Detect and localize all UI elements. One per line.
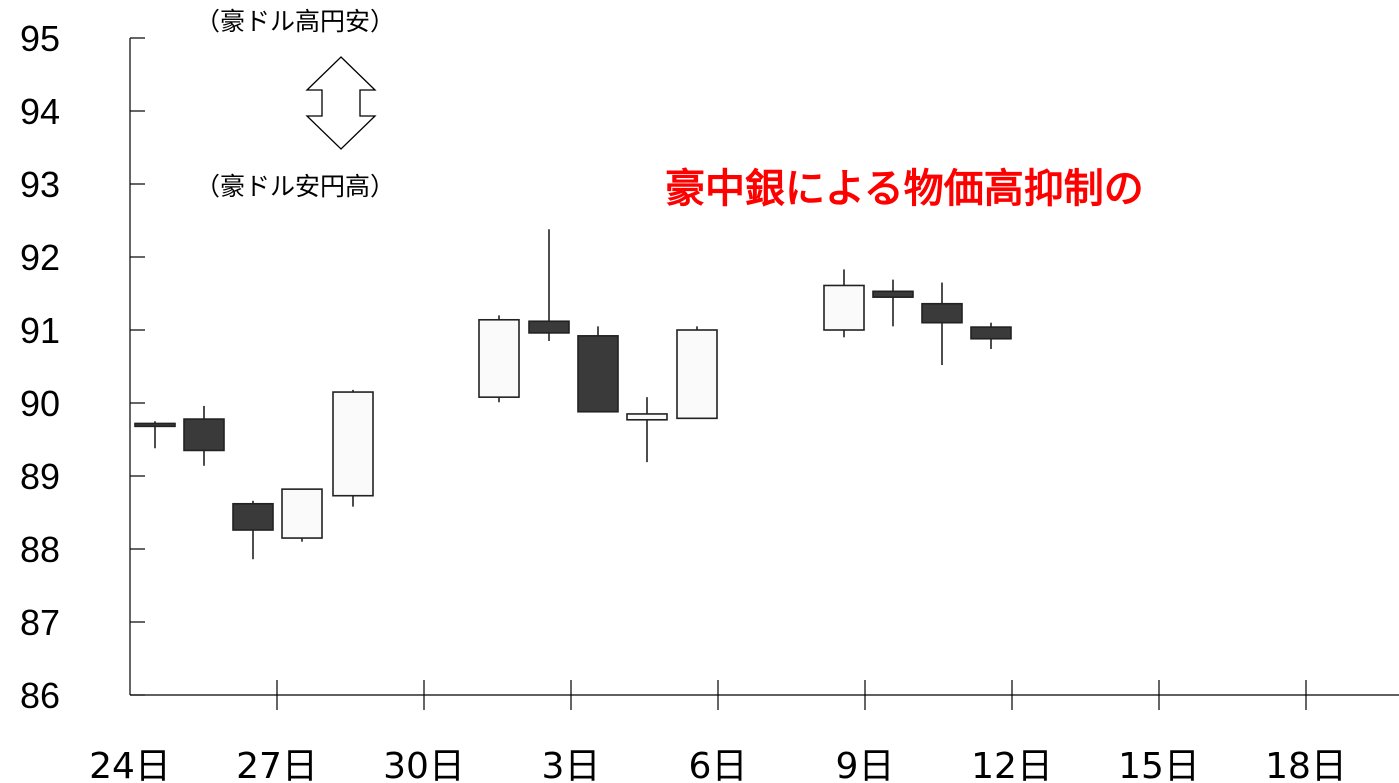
- candles: [134, 229, 1012, 560]
- candle: [332, 389, 374, 507]
- x-tick-label: 3日: [542, 746, 601, 783]
- candle-body-up: [626, 413, 668, 421]
- y-tick-label: 90: [20, 383, 60, 424]
- note-down-label: （豪ドル安円高）: [195, 172, 395, 201]
- y-tick-label: 91: [20, 310, 60, 351]
- y-ticks: 95 94 93 92 91 90 89 88 87 86: [20, 18, 145, 716]
- candle-body-down: [872, 290, 914, 298]
- candle-body-down: [232, 502, 274, 531]
- x-tick-label: 18日: [1265, 746, 1347, 783]
- candle-body-up: [478, 318, 520, 398]
- candle: [281, 488, 323, 542]
- candle-body-up: [281, 488, 323, 539]
- candle-body-down: [921, 302, 963, 324]
- y-tick-label: 93: [20, 164, 60, 205]
- candle: [232, 500, 274, 560]
- y-tick-label: 86: [20, 675, 60, 716]
- candle: [626, 397, 668, 463]
- candle-body-down: [134, 422, 176, 428]
- candle: [183, 405, 225, 466]
- note-up-label: （豪ドル高円安）: [195, 7, 395, 36]
- x-tick-label: 15日: [1118, 746, 1200, 783]
- y-tick-label: 95: [20, 18, 60, 59]
- candle: [676, 326, 718, 420]
- candle-body-down: [183, 418, 225, 452]
- x-tick-label: 12日: [971, 746, 1053, 783]
- candle: [478, 315, 520, 403]
- x-tick-label: 30日: [383, 746, 465, 783]
- y-tick-label: 92: [20, 237, 60, 278]
- candle: [823, 269, 865, 338]
- candle: [872, 279, 914, 327]
- candle-body-up: [332, 391, 374, 497]
- double-arrow-icon: [305, 56, 377, 150]
- x-tick-label: 24日: [89, 746, 171, 783]
- y-tick-label: 89: [20, 456, 60, 497]
- candle: [577, 326, 619, 413]
- headline: 豪中銀による物価高抑制の: [665, 166, 1144, 212]
- candle-body-down: [970, 326, 1012, 340]
- x-tick-label: 27日: [236, 746, 318, 783]
- x-tick-label: 9日: [836, 746, 895, 783]
- y-tick-label: 94: [20, 91, 60, 132]
- candle: [528, 229, 570, 341]
- y-tick-label: 88: [20, 529, 60, 570]
- axes: [129, 38, 1399, 696]
- candle-body-up: [676, 329, 718, 420]
- candle-body-down: [528, 320, 570, 334]
- candle: [134, 421, 176, 449]
- candle-body-down: [577, 335, 619, 413]
- x-tick-label: 6日: [689, 746, 748, 783]
- candle: [970, 322, 1012, 349]
- x-ticks: 24日 27日 30日 3日 6日 9日 12日 15日 18日: [89, 680, 1347, 783]
- candle: [921, 282, 963, 366]
- candle-body-up: [823, 284, 865, 331]
- y-tick-label: 87: [20, 602, 60, 643]
